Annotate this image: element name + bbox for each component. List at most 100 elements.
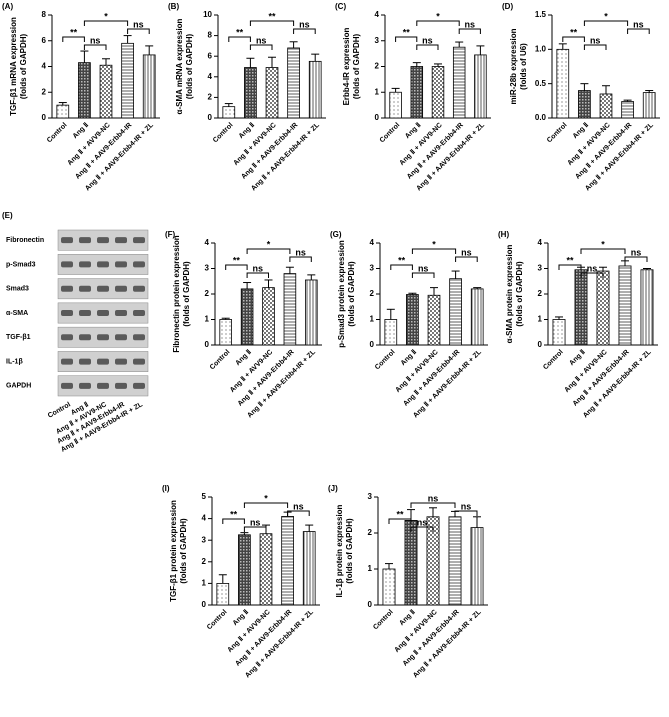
significance-bracket xyxy=(416,44,439,50)
y-axis-label: TGF-β1 mRNA expression xyxy=(9,17,18,116)
significance-bracket xyxy=(580,272,604,278)
y-tick-label: 1 xyxy=(202,579,207,588)
blot-band xyxy=(133,358,145,365)
x-tick-label: Control xyxy=(212,122,235,145)
significance-bracket xyxy=(225,264,248,270)
blot-row-label: GAPDH xyxy=(6,383,31,390)
significance-bracket xyxy=(390,264,413,270)
blot-band xyxy=(97,334,109,341)
blot-band xyxy=(61,261,73,268)
x-tick-label: Control xyxy=(209,349,232,372)
significance-bracket xyxy=(624,256,648,262)
y-tick-label: 2 xyxy=(538,289,543,298)
significance-bracket xyxy=(249,20,295,26)
significance-label: ns xyxy=(295,247,306,257)
significance-bracket xyxy=(410,502,456,508)
blot-band xyxy=(79,237,91,244)
y-tick-label: 8 xyxy=(208,31,213,40)
bar xyxy=(470,288,484,346)
significance-bracket xyxy=(627,28,650,34)
x-tick-label: Ang Ⅱ xyxy=(234,348,253,367)
y-axis-label: (folds of GAPDH) xyxy=(345,518,354,584)
blot-band xyxy=(79,358,91,365)
significance-bracket xyxy=(583,20,629,26)
blot-band xyxy=(133,334,145,341)
panel-label: (F) xyxy=(165,230,176,239)
significance-label: * xyxy=(601,239,605,249)
blot-band xyxy=(115,310,127,316)
bar xyxy=(621,101,634,119)
blot-lane-label: Control xyxy=(47,401,72,420)
y-axis-label: p-Smad3 protein expression xyxy=(337,240,346,348)
blot-band xyxy=(61,285,73,292)
significance-bracket xyxy=(83,20,129,26)
significance-bracket xyxy=(558,264,582,270)
bar xyxy=(244,67,257,119)
significance-bracket xyxy=(228,36,251,42)
significance-bracket xyxy=(289,256,312,262)
x-tick-label: Ang Ⅱ xyxy=(237,121,256,140)
y-tick-label: 3 xyxy=(205,264,210,273)
blot-band xyxy=(115,358,127,365)
significance-label: ** xyxy=(233,255,241,265)
significance-bracket xyxy=(293,28,316,34)
significance-bracket xyxy=(455,256,478,262)
bar xyxy=(552,319,566,346)
y-tick-label: 1 xyxy=(538,315,543,324)
y-tick-label: 2 xyxy=(375,62,380,71)
bar xyxy=(259,533,273,606)
y-axis-label: (folds of GAPDH) xyxy=(347,261,356,327)
y-tick-label: 10 xyxy=(203,10,212,19)
x-tick-label: Ang Ⅱ xyxy=(399,348,418,367)
significance-label: ** xyxy=(230,509,238,519)
significance-bracket xyxy=(127,28,150,34)
panel-label: (D) xyxy=(502,2,513,11)
y-axis-label: (folds of GAPDH) xyxy=(19,34,28,100)
bar xyxy=(578,90,591,119)
bar xyxy=(470,527,484,606)
significance-label: ns xyxy=(299,19,310,29)
y-axis-label: TGF-β1 protein expression xyxy=(169,500,178,602)
y-axis-label: (folds of GAPDH) xyxy=(352,34,361,100)
y-tick-label: 4 xyxy=(42,62,47,71)
blot-band xyxy=(133,261,145,268)
y-tick-label: 2 xyxy=(370,289,375,298)
significance-label: ns xyxy=(590,35,601,45)
y-tick-label: 4 xyxy=(538,238,543,247)
y-axis-label: Fibronectin protein expression xyxy=(172,235,181,352)
blot-row-label: Fibronectin xyxy=(6,237,44,244)
significance-label: ** xyxy=(236,27,244,37)
significance-bracket xyxy=(246,248,291,254)
significance-bracket xyxy=(410,526,434,532)
significance-bracket xyxy=(395,36,418,42)
significance-label: ns xyxy=(250,517,261,527)
blot-band xyxy=(133,310,145,316)
y-tick-label: 2 xyxy=(205,289,210,298)
y-tick-label: 3 xyxy=(538,264,543,273)
bar xyxy=(389,91,402,119)
y-axis-label: (folds of GAPDH) xyxy=(185,34,194,100)
significance-bracket xyxy=(580,248,626,254)
significance-label: ns xyxy=(90,35,101,45)
blot-band xyxy=(115,285,127,292)
blot-band xyxy=(79,285,91,292)
significance-label: ns xyxy=(418,263,429,273)
y-tick-label: 8 xyxy=(42,10,47,19)
y-tick-label: 0.5 xyxy=(535,79,547,88)
blot-band xyxy=(79,310,91,316)
significance-label: ns xyxy=(417,517,428,527)
y-tick-label: 6 xyxy=(208,51,213,60)
y-tick-label: 4 xyxy=(370,238,375,247)
bar xyxy=(283,273,297,346)
x-tick-label: Ang Ⅱ xyxy=(568,348,587,367)
blot-band xyxy=(97,358,109,365)
significance-bracket xyxy=(411,248,457,254)
significance-label: ** xyxy=(403,27,411,37)
x-tick-label: Ang Ⅱ + AVV9-NC xyxy=(393,608,439,654)
blot-row-label: Smad3 xyxy=(6,286,29,293)
blot-band xyxy=(133,285,145,292)
blot-band xyxy=(61,382,73,389)
panel-label: (J) xyxy=(328,484,338,493)
significance-bracket xyxy=(562,36,585,42)
y-tick-label: 3 xyxy=(368,492,373,501)
